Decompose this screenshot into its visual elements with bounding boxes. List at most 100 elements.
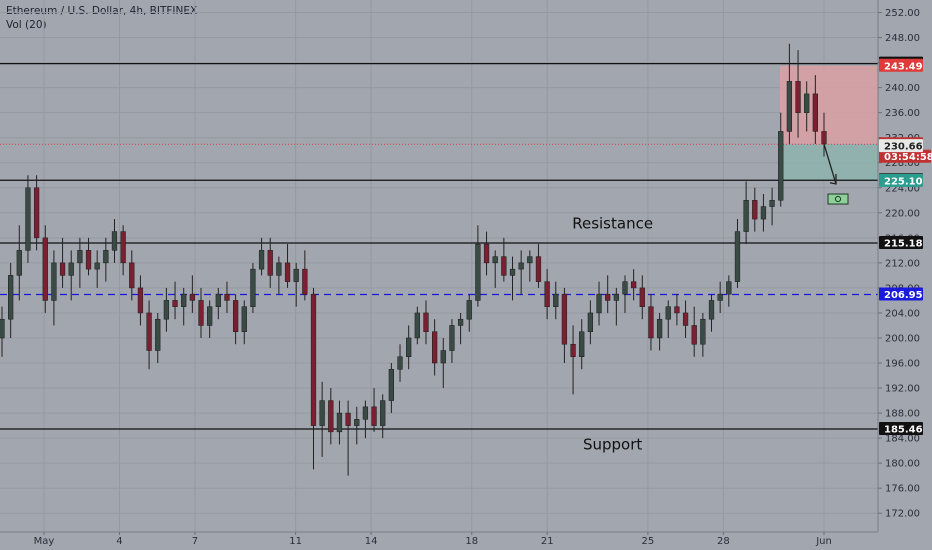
candle-body[interactable] bbox=[432, 331, 438, 364]
candle-body[interactable] bbox=[232, 300, 239, 332]
candle-body[interactable] bbox=[423, 312, 429, 332]
candle-body[interactable] bbox=[354, 419, 360, 426]
candle-body[interactable] bbox=[33, 187, 40, 239]
candle-body[interactable] bbox=[769, 200, 775, 207]
price-tag[interactable] bbox=[879, 58, 923, 72]
candle-body[interactable] bbox=[189, 293, 195, 301]
candle-body[interactable] bbox=[821, 131, 827, 145]
candle-body[interactable] bbox=[224, 293, 230, 301]
candle-body[interactable] bbox=[129, 262, 135, 289]
price-tag[interactable] bbox=[879, 149, 931, 163]
candle-body[interactable] bbox=[362, 406, 369, 420]
candle-body[interactable] bbox=[501, 256, 507, 276]
candle-body[interactable] bbox=[457, 318, 464, 326]
candle-body[interactable] bbox=[535, 256, 542, 282]
candle-body[interactable] bbox=[276, 262, 282, 276]
candle-body[interactable] bbox=[483, 243, 490, 264]
candle-body[interactable] bbox=[215, 293, 221, 307]
candle-body[interactable] bbox=[518, 262, 524, 270]
candle-body[interactable] bbox=[691, 325, 697, 345]
candle-body[interactable] bbox=[734, 231, 741, 282]
candle-body[interactable] bbox=[812, 93, 818, 132]
candle-body[interactable] bbox=[336, 412, 343, 433]
candle-body[interactable] bbox=[778, 131, 784, 201]
candle-body[interactable] bbox=[561, 293, 568, 345]
candle-body[interactable] bbox=[622, 281, 628, 295]
candle-body[interactable] bbox=[59, 262, 66, 276]
candle-body[interactable] bbox=[475, 243, 481, 301]
candle-body[interactable] bbox=[406, 337, 412, 358]
candle-body[interactable] bbox=[146, 312, 152, 351]
candle-body[interactable] bbox=[449, 325, 455, 351]
candle-body[interactable] bbox=[639, 287, 645, 307]
candle-body[interactable] bbox=[103, 250, 109, 264]
candle-body[interactable] bbox=[258, 250, 265, 270]
candle-body[interactable] bbox=[51, 262, 57, 301]
candle-body[interactable] bbox=[726, 281, 732, 295]
candle-body[interactable] bbox=[284, 262, 291, 282]
candle-body[interactable] bbox=[466, 300, 472, 320]
candle-body[interactable] bbox=[181, 293, 187, 307]
candle-body[interactable] bbox=[198, 300, 204, 326]
candle-body[interactable] bbox=[786, 81, 793, 132]
candle-body[interactable] bbox=[77, 250, 83, 264]
symbol-title[interactable]: Ethereum / U.S. Dollar, 4h, BITFINEX bbox=[6, 5, 198, 17]
candle-body[interactable] bbox=[397, 356, 403, 370]
candle-body[interactable] bbox=[163, 300, 170, 320]
candle-body[interactable] bbox=[596, 293, 602, 314]
candle-body[interactable] bbox=[68, 262, 74, 276]
candle-body[interactable] bbox=[674, 306, 680, 314]
candle-body[interactable] bbox=[267, 250, 273, 276]
candle-body[interactable] bbox=[570, 343, 576, 358]
candle-body[interactable] bbox=[302, 268, 308, 295]
price-tag[interactable] bbox=[879, 173, 923, 187]
candle-body[interactable] bbox=[752, 200, 758, 220]
candle-body[interactable] bbox=[553, 293, 559, 307]
candle-body[interactable] bbox=[172, 300, 178, 307]
price-tag[interactable] bbox=[879, 421, 923, 435]
candle-body[interactable] bbox=[345, 412, 351, 426]
candle-body[interactable] bbox=[717, 293, 723, 301]
candle-body[interactable] bbox=[509, 268, 516, 276]
candle-body[interactable] bbox=[605, 293, 611, 301]
projection-arrow[interactable] bbox=[823, 143, 837, 185]
price-tag[interactable] bbox=[879, 139, 923, 153]
candle-body[interactable] bbox=[804, 93, 810, 113]
candle-body[interactable] bbox=[310, 293, 317, 426]
candle-body[interactable] bbox=[0, 318, 5, 339]
candle-body[interactable] bbox=[665, 306, 671, 320]
candle-body[interactable] bbox=[631, 281, 637, 289]
stop-loss-zone[interactable] bbox=[780, 65, 878, 145]
candle-body[interactable] bbox=[120, 231, 126, 264]
candle-body[interactable] bbox=[42, 237, 48, 301]
annotation-support[interactable]: Support bbox=[583, 435, 642, 453]
candle-body[interactable] bbox=[656, 318, 663, 339]
time-axis[interactable] bbox=[0, 532, 878, 550]
candle-body[interactable] bbox=[8, 275, 14, 320]
candle-body[interactable] bbox=[25, 187, 31, 251]
candle-body[interactable] bbox=[16, 250, 22, 276]
candle-body[interactable] bbox=[388, 369, 394, 401]
candle-body[interactable] bbox=[155, 318, 161, 351]
candle-body[interactable] bbox=[111, 231, 118, 251]
candle-body[interactable] bbox=[207, 306, 213, 326]
candle-body[interactable] bbox=[760, 206, 767, 220]
candle-body[interactable] bbox=[371, 406, 377, 426]
candle-body[interactable] bbox=[527, 256, 533, 264]
candle-body[interactable] bbox=[544, 281, 550, 307]
price-tag[interactable] bbox=[879, 235, 923, 249]
price-axis[interactable] bbox=[878, 0, 932, 550]
candle-body[interactable] bbox=[85, 250, 92, 270]
candle-body[interactable] bbox=[137, 287, 144, 314]
candle-body[interactable] bbox=[492, 256, 498, 264]
annotation-resistance[interactable]: Resistance bbox=[572, 214, 653, 232]
candle-body[interactable] bbox=[380, 400, 386, 426]
candle-body[interactable] bbox=[648, 306, 654, 339]
candle-body[interactable] bbox=[414, 312, 420, 339]
candle-body[interactable] bbox=[319, 400, 325, 426]
price-tag[interactable] bbox=[879, 287, 923, 301]
candle-body[interactable] bbox=[328, 400, 334, 433]
candle-body[interactable] bbox=[440, 350, 446, 364]
candle-body[interactable] bbox=[708, 300, 715, 320]
